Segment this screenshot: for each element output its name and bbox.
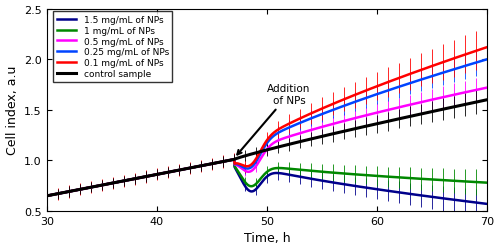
- 0.1 mg/mL of NPs: [386, 80, 392, 84]
- 0.25 mg/mL of NPs: [484, 58, 490, 61]
- Line: 1 mg/mL of NPs: 1 mg/mL of NPs: [46, 160, 488, 196]
- 0.5 mg/mL of NPs: [484, 87, 490, 90]
- 0.5 mg/mL of NPs: [76, 188, 82, 191]
- Line: 0.5 mg/mL of NPs: 0.5 mg/mL of NPs: [46, 88, 488, 196]
- Line: 0.1 mg/mL of NPs: 0.1 mg/mL of NPs: [46, 48, 488, 196]
- 0.1 mg/mL of NPs: [76, 188, 82, 191]
- 1.5 mg/mL of NPs: [484, 202, 490, 205]
- 1 mg/mL of NPs: [163, 172, 169, 174]
- Line: control sample: control sample: [46, 100, 488, 196]
- 0.5 mg/mL of NPs: [44, 194, 50, 198]
- 0.1 mg/mL of NPs: [328, 104, 334, 107]
- control sample: [483, 99, 489, 102]
- X-axis label: Time, h: Time, h: [244, 232, 290, 244]
- control sample: [163, 172, 169, 174]
- 1 mg/mL of NPs: [231, 158, 237, 161]
- 0.5 mg/mL of NPs: [163, 172, 169, 174]
- control sample: [484, 99, 490, 102]
- 0.25 mg/mL of NPs: [44, 194, 50, 198]
- 0.5 mg/mL of NPs: [386, 108, 392, 112]
- control sample: [76, 188, 82, 191]
- control sample: [101, 184, 107, 186]
- 1.5 mg/mL of NPs: [387, 190, 393, 193]
- 1.5 mg/mL of NPs: [328, 181, 334, 184]
- 1.5 mg/mL of NPs: [231, 158, 237, 161]
- 0.5 mg/mL of NPs: [101, 184, 107, 186]
- 1 mg/mL of NPs: [484, 182, 490, 184]
- Line: 1.5 mg/mL of NPs: 1.5 mg/mL of NPs: [46, 160, 488, 204]
- 0.1 mg/mL of NPs: [483, 47, 489, 50]
- Y-axis label: Cell index, a.u: Cell index, a.u: [6, 66, 18, 155]
- 0.25 mg/mL of NPs: [101, 184, 107, 186]
- 1.5 mg/mL of NPs: [76, 188, 82, 191]
- 0.25 mg/mL of NPs: [163, 172, 169, 174]
- Line: 0.25 mg/mL of NPs: 0.25 mg/mL of NPs: [46, 60, 488, 196]
- 1 mg/mL of NPs: [76, 188, 82, 191]
- 0.1 mg/mL of NPs: [101, 184, 107, 186]
- 1 mg/mL of NPs: [484, 182, 490, 184]
- 0.5 mg/mL of NPs: [483, 87, 489, 90]
- Legend: 1.5 mg/mL of NPs, 1 mg/mL of NPs, 0.5 mg/mL of NPs, 0.25 mg/mL of NPs, 0.1 mg/mL: 1.5 mg/mL of NPs, 1 mg/mL of NPs, 0.5 mg…: [53, 12, 172, 82]
- 1 mg/mL of NPs: [101, 184, 107, 186]
- 1.5 mg/mL of NPs: [44, 194, 50, 198]
- 0.25 mg/mL of NPs: [328, 110, 334, 113]
- control sample: [44, 194, 50, 198]
- 0.5 mg/mL of NPs: [328, 124, 334, 126]
- Text: Addition
of NPs: Addition of NPs: [238, 84, 311, 155]
- 0.25 mg/mL of NPs: [386, 89, 392, 92]
- control sample: [386, 120, 392, 123]
- 1.5 mg/mL of NPs: [101, 184, 107, 186]
- 0.25 mg/mL of NPs: [76, 188, 82, 191]
- control sample: [328, 133, 334, 136]
- 1.5 mg/mL of NPs: [484, 202, 490, 205]
- 0.1 mg/mL of NPs: [163, 172, 169, 174]
- 1 mg/mL of NPs: [44, 194, 50, 198]
- 0.25 mg/mL of NPs: [483, 59, 489, 62]
- 0.1 mg/mL of NPs: [44, 194, 50, 198]
- 1 mg/mL of NPs: [328, 171, 334, 174]
- 1 mg/mL of NPs: [387, 176, 393, 178]
- 1.5 mg/mL of NPs: [163, 172, 169, 174]
- 0.1 mg/mL of NPs: [484, 46, 490, 49]
